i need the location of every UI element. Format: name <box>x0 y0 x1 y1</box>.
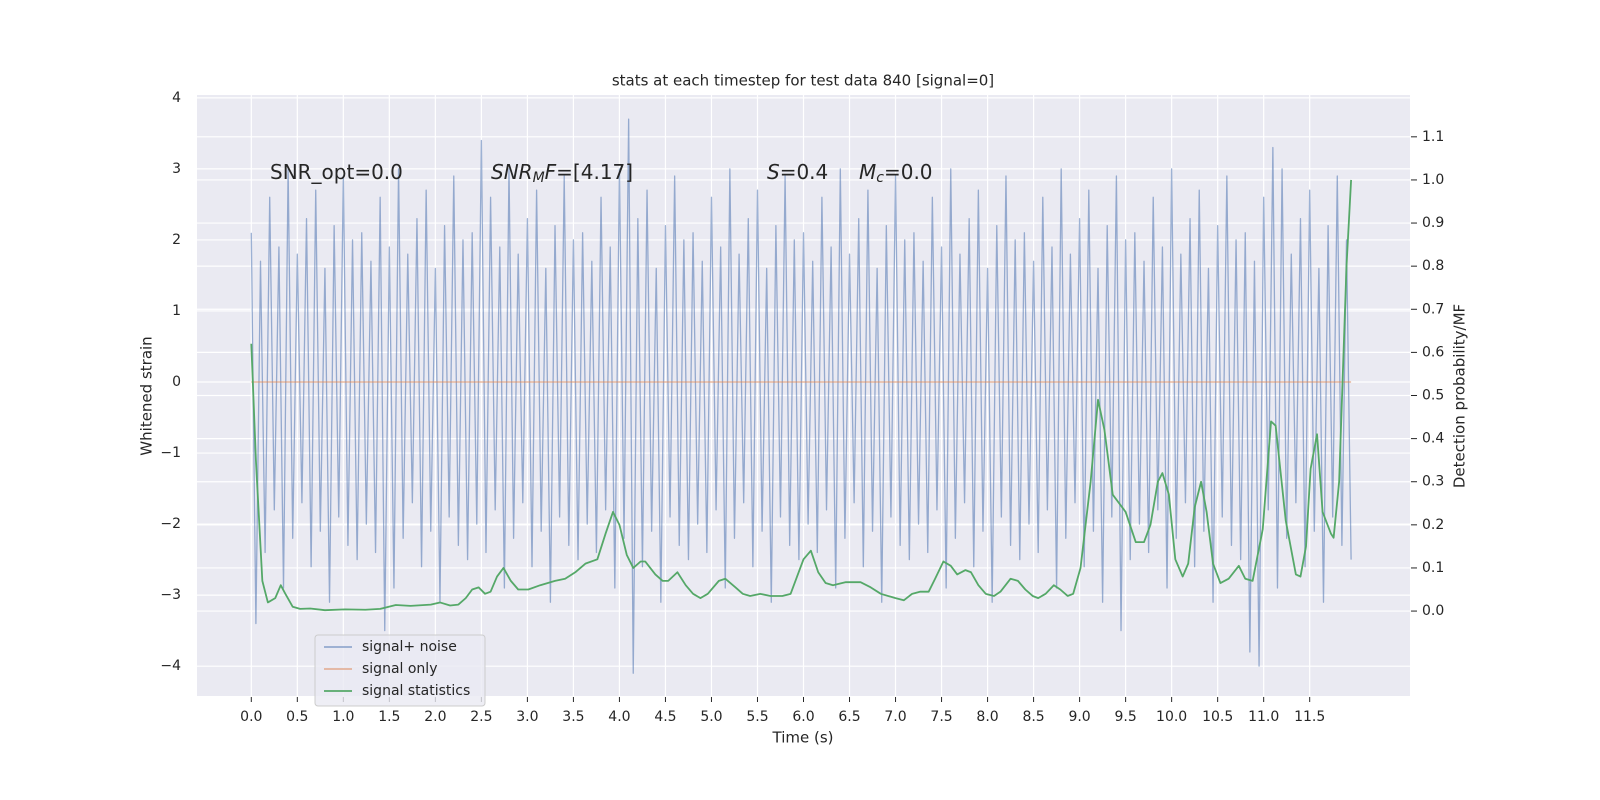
x-tick-label: 4.0 <box>608 709 630 725</box>
x-tick-label: 7.5 <box>930 709 952 725</box>
y-tick-label: 1 <box>172 303 181 319</box>
y2-tick-label: 0.0 <box>1422 603 1444 619</box>
data-line <box>250 179 1352 612</box>
legend-label: signal only <box>362 661 437 677</box>
x-tick-label: 8.5 <box>1022 709 1044 725</box>
y2-tick-label: 0.1 <box>1422 560 1444 576</box>
y-tick-label: −1 <box>160 445 181 461</box>
x-tick-label: 9.5 <box>1114 709 1136 725</box>
x-tick-label: 6.0 <box>792 709 814 725</box>
y-tick-label: −3 <box>160 587 181 603</box>
y-tick-label: 2 <box>172 232 181 248</box>
y2-tick-label: 0.5 <box>1422 388 1444 404</box>
data-line <box>250 118 1352 674</box>
annotation: SNR_opt=0.0 <box>270 160 403 184</box>
x-tick-label: 2.0 <box>424 709 446 725</box>
x-tick-label: 11.5 <box>1294 709 1325 725</box>
y2-tick-label: 0.2 <box>1422 517 1444 533</box>
annotation-part: M <box>533 170 545 186</box>
x-tick-label: 2.5 <box>470 709 492 725</box>
y-tick-label: −2 <box>160 516 181 532</box>
chart-title: stats at each timestep for test data 840… <box>612 72 994 90</box>
annotation-part: =[4.17] <box>556 160 633 184</box>
annotation-part: SNR_opt=0.0 <box>270 160 403 184</box>
x-tick-label: 11.0 <box>1248 709 1279 725</box>
legend-box <box>314 634 486 707</box>
annotation-part: c <box>876 170 884 186</box>
annotation-part: S <box>767 160 780 184</box>
y2-tick-label: 1.0 <box>1422 172 1444 188</box>
y-tick-label: 0 <box>172 374 181 390</box>
x-tick-label: 9.0 <box>1068 709 1090 725</box>
x-tick-label: 3.0 <box>516 709 538 725</box>
x-tick-label: 5.0 <box>700 709 722 725</box>
annotation-part: M <box>859 160 876 184</box>
y2-tick-label: 0.8 <box>1422 258 1444 274</box>
x-tick-label: 3.5 <box>562 709 584 725</box>
x-tick-label: 10.0 <box>1156 709 1187 725</box>
annotation-part: =0.0 <box>884 160 933 184</box>
x-tick-label: 0.5 <box>286 709 308 725</box>
x-tick-label: 6.5 <box>838 709 860 725</box>
x-tick-label: 1.0 <box>332 709 354 725</box>
x-tick-label: 7.0 <box>884 709 906 725</box>
y2-tick-label: 0.9 <box>1422 215 1444 231</box>
annotation: Mc=0.0 <box>859 160 933 187</box>
y-tick-label: −4 <box>160 658 181 674</box>
x-tick-label: 8.0 <box>976 709 998 725</box>
y2-axis-label: Detection probability/MF <box>1451 304 1469 488</box>
annotation-part: SNR <box>491 160 533 184</box>
y-tick-label: 3 <box>172 161 181 177</box>
annotation: SNRMF=[4.17] <box>491 160 633 187</box>
x-tick-label: 1.5 <box>378 709 400 725</box>
x-tick-label: 0.0 <box>240 709 262 725</box>
y2-tick-label: 1.1 <box>1422 129 1444 145</box>
y2-tick-label: 0.7 <box>1422 301 1444 317</box>
legend-label: signal statistics <box>362 683 470 699</box>
annotation-part: =0.4 <box>780 160 829 184</box>
annotation: S=0.4 <box>767 160 828 184</box>
x-tick-label: 10.5 <box>1202 709 1233 725</box>
x-tick-label: 5.5 <box>746 709 768 725</box>
y-axis-label: Whitened strain <box>138 336 156 455</box>
x-axis-label: Time (s) <box>772 729 834 747</box>
x-tick-label: 4.5 <box>654 709 676 725</box>
annotation-part: F <box>545 160 557 184</box>
y2-tick-label: 0.4 <box>1422 431 1444 447</box>
y2-tick-label: 0.6 <box>1422 344 1444 360</box>
y2-tick-label: 0.3 <box>1422 474 1444 490</box>
legend-label: signal+ noise <box>362 639 457 655</box>
y-tick-label: 4 <box>172 90 181 106</box>
